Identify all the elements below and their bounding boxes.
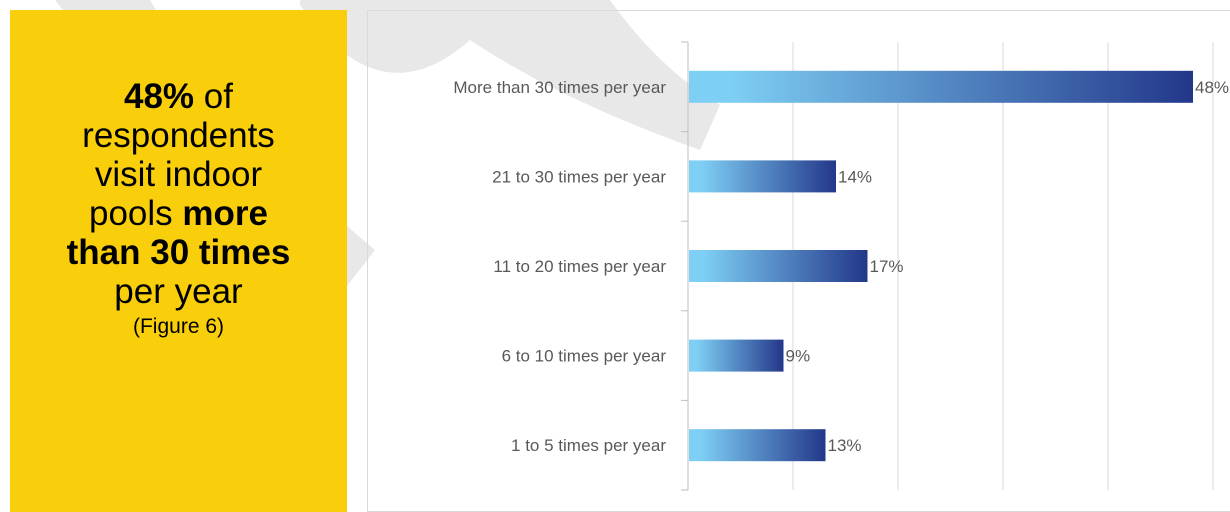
callout-line-4: pools more [89, 194, 268, 233]
callout-line-1: 48% of [124, 77, 233, 116]
bar-1 [689, 160, 836, 193]
bar-0 [689, 70, 1193, 103]
callout-percent: 48% [124, 77, 195, 116]
bar-2 [689, 250, 868, 282]
callout-line-6: per year [114, 272, 243, 311]
figure-reference: (Figure 6) [132, 315, 225, 338]
data-label-3: 9% [786, 347, 811, 366]
category-label-0: More than 30 times per year [453, 78, 666, 97]
callout-more: more [182, 194, 268, 233]
callout-line-2: respondents [82, 116, 275, 155]
callout-than-30-times: than 30 times [66, 233, 291, 272]
category-label-4: 1 to 5 times per year [511, 436, 666, 455]
callout-line-3: visit indoor [94, 155, 263, 194]
bar-4 [689, 429, 826, 462]
data-label-1: 14% [838, 167, 872, 186]
data-label-4: 13% [828, 436, 862, 455]
callout-of: of [194, 77, 233, 116]
data-label-2: 17% [870, 257, 904, 276]
data-label-0: 48% [1195, 78, 1229, 97]
bar-3 [689, 339, 784, 372]
callout-pools: pools [89, 194, 183, 233]
category-label-1: 21 to 30 times per year [492, 167, 666, 186]
category-label-2: 11 to 20 times per year [493, 257, 666, 276]
callout-line-5: than 30 times [67, 233, 291, 272]
category-label-3: 6 to 10 times per year [502, 347, 667, 366]
callout-box: 48% of respondents visit indoor pools mo… [10, 10, 347, 512]
